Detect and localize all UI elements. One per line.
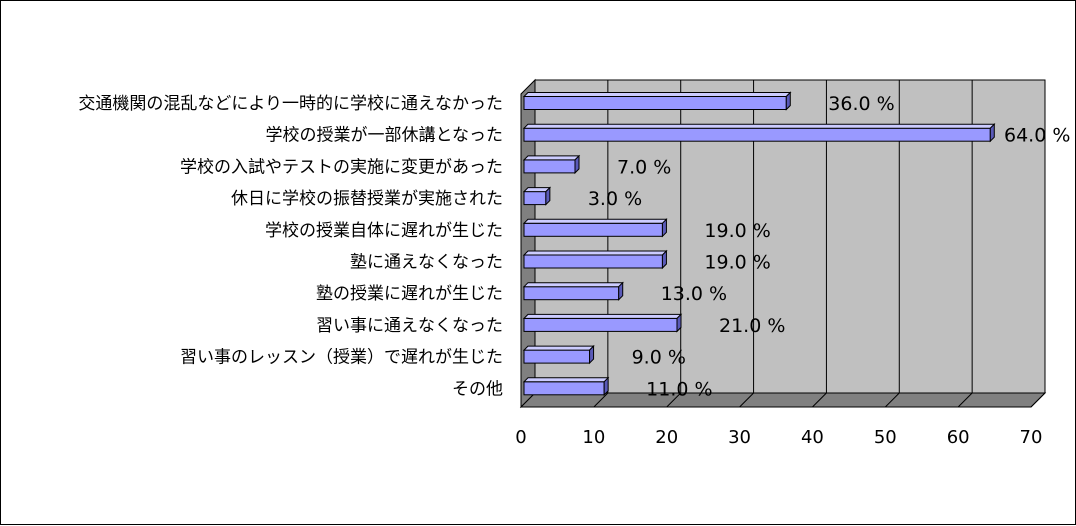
bar-top bbox=[522, 345, 595, 351]
category-label: 習い事に通えなくなった bbox=[316, 316, 503, 336]
category-label: 学校の授業自体に遅れが生じた bbox=[265, 221, 503, 241]
category-label: 学校の入試やテストの実施に変更があった bbox=[180, 157, 503, 177]
bar-side bbox=[574, 154, 580, 175]
value-label: 36.0 % bbox=[828, 93, 894, 115]
bar-side bbox=[618, 281, 624, 301]
bar bbox=[523, 222, 663, 237]
value-label: 13.0 % bbox=[661, 283, 727, 305]
x-tick-label: 60 bbox=[947, 427, 970, 448]
value-label: 11.0 % bbox=[646, 378, 712, 400]
value-label: 21.0 % bbox=[719, 315, 785, 337]
bar-side bbox=[545, 186, 551, 206]
bar bbox=[523, 286, 620, 301]
x-tick-label: 70 bbox=[1020, 427, 1043, 448]
bar-side bbox=[661, 249, 667, 270]
bar-top bbox=[522, 218, 668, 224]
bar-top bbox=[522, 250, 668, 256]
category-label: 学校の授業が一部休講となった bbox=[266, 126, 504, 146]
bar-top bbox=[522, 92, 792, 97]
floor-gridline bbox=[666, 392, 682, 408]
category-label: 塾の授業に遅れが生じた bbox=[316, 283, 503, 304]
bar-side bbox=[603, 376, 609, 397]
bar-side bbox=[589, 344, 595, 365]
category-label: 交通機関の混乱などにより一時的に学校に通えなかった bbox=[78, 94, 503, 114]
x-tick-label: 50 bbox=[874, 427, 897, 448]
floor-gridline bbox=[593, 392, 609, 408]
x-tick-label: 30 bbox=[728, 427, 751, 448]
bar-top bbox=[522, 377, 610, 383]
floor-gridline bbox=[1030, 392, 1046, 408]
x-tick-label: 10 bbox=[582, 427, 605, 448]
bar-side bbox=[676, 313, 682, 333]
bar bbox=[523, 159, 576, 174]
value-label: 7.0 % bbox=[617, 156, 671, 178]
floor-gridline bbox=[884, 392, 900, 408]
value-label: 19.0 % bbox=[704, 220, 770, 242]
bar bbox=[523, 254, 663, 269]
bar bbox=[523, 96, 787, 110]
category-label: 塾に通えなくなった bbox=[350, 252, 503, 273]
bar-top bbox=[522, 313, 683, 319]
value-label: 64.0 % bbox=[1004, 125, 1070, 147]
bar bbox=[523, 191, 547, 206]
x-tick-label: 0 bbox=[515, 427, 526, 448]
floor-gridline bbox=[957, 392, 973, 408]
bar-top bbox=[522, 155, 581, 161]
category-label: 休日に学校の振替授業が実施された bbox=[231, 189, 503, 209]
bar-top bbox=[522, 282, 624, 288]
value-label: 9.0 % bbox=[632, 347, 686, 369]
bar bbox=[523, 349, 591, 364]
bar bbox=[523, 127, 991, 142]
bar-side bbox=[989, 122, 995, 143]
value-label: 19.0 % bbox=[704, 252, 770, 274]
bar-top bbox=[522, 123, 996, 129]
value-label: 3.0 % bbox=[588, 188, 642, 210]
bar bbox=[523, 381, 605, 396]
category-label: 習い事のレッスン（授業）で遅れが生じた bbox=[180, 348, 503, 368]
category-label: その他 bbox=[452, 379, 503, 399]
x-tick-label: 20 bbox=[655, 427, 678, 448]
bar-side bbox=[661, 218, 667, 238]
floor-gridline bbox=[812, 392, 827, 408]
bar-side bbox=[785, 91, 791, 111]
x-tick-label: 40 bbox=[801, 427, 824, 448]
bar bbox=[523, 317, 678, 332]
floor-gridline bbox=[739, 392, 754, 408]
